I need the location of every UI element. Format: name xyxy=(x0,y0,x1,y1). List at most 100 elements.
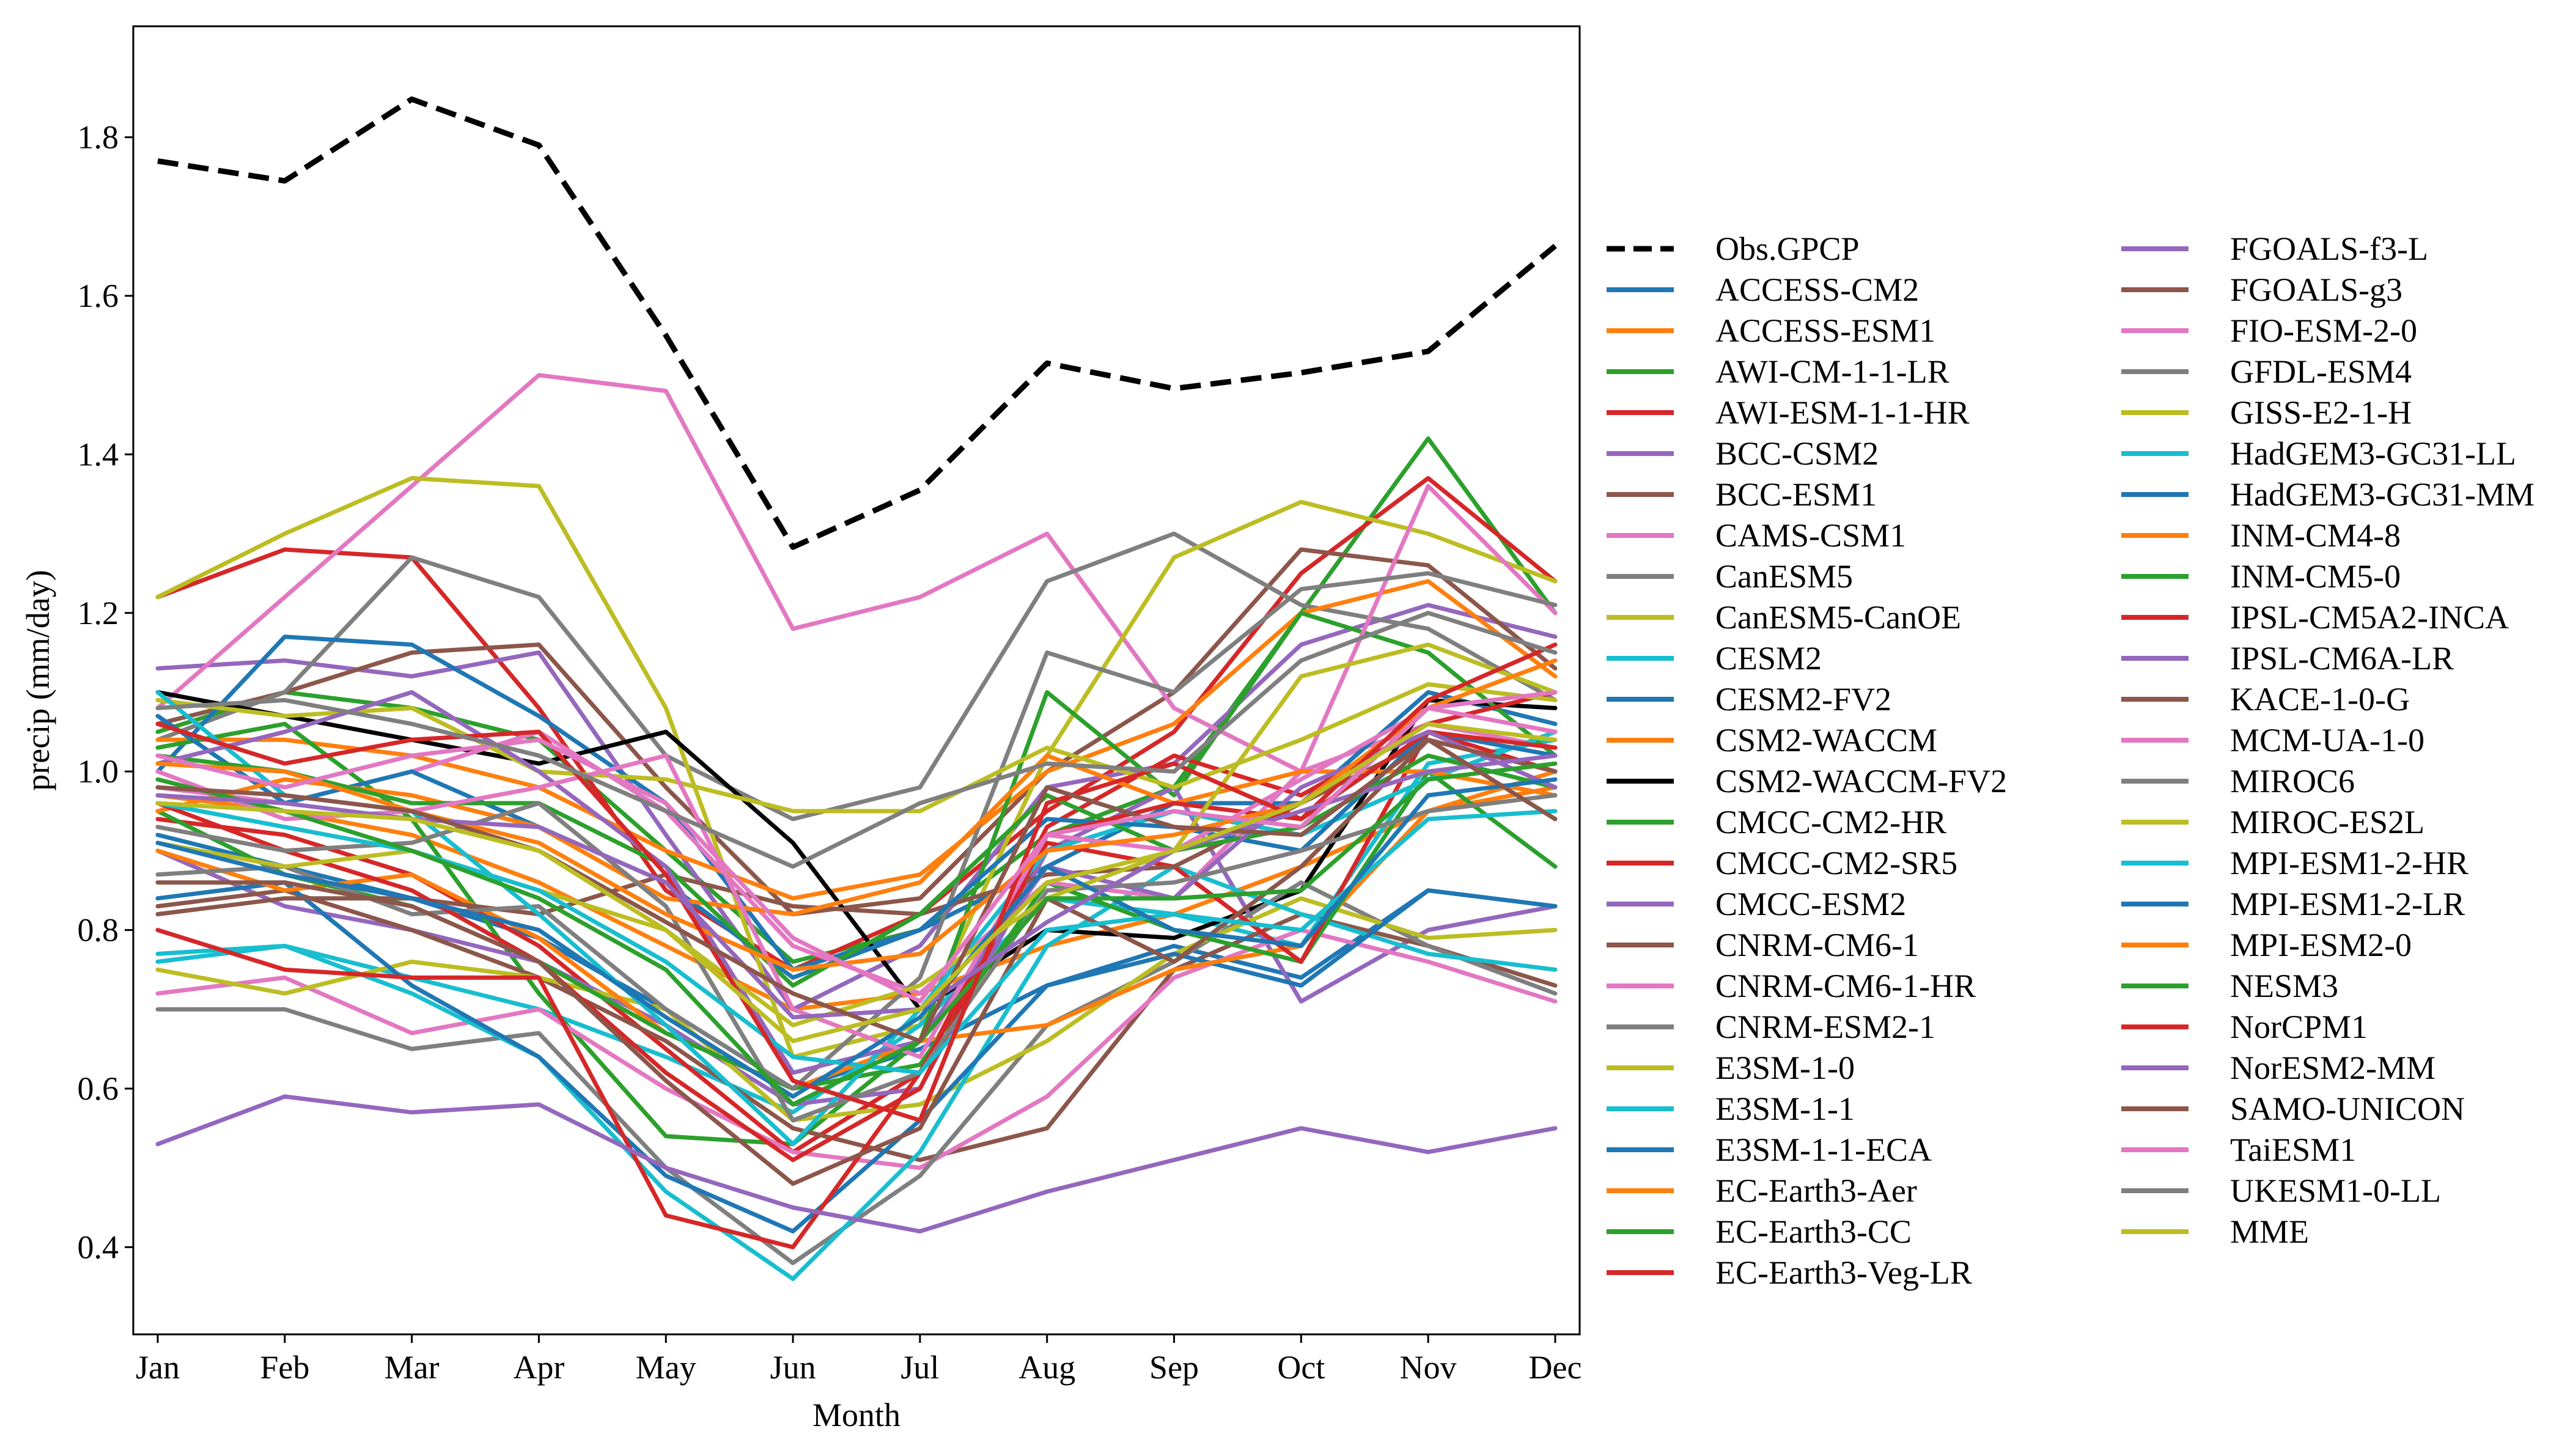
legend-item: MPI-ESM1-2-LR xyxy=(2121,886,2465,922)
legend-label: SAMO-UNICON xyxy=(2230,1090,2465,1127)
x-tick-label: Dec xyxy=(1529,1349,1582,1386)
x-tick-label: Apr xyxy=(513,1349,564,1386)
series-line-CanESM5-CanOE xyxy=(155,476,1558,1059)
series-line-AWI-CM-1-1-LR xyxy=(155,436,1558,964)
y-tick-label: 1.8 xyxy=(78,119,119,156)
legend-label: CNRM-CM6-1-HR xyxy=(1715,968,1976,1004)
series-line-MPI-ESM1-2-HR xyxy=(155,801,1558,1075)
series-line-CESM2 xyxy=(155,737,1558,1115)
series-line-MCM-UA-1-0 xyxy=(155,705,1558,1059)
legend-item: CNRM-ESM2-1 xyxy=(1607,1009,1935,1045)
series-line-BCC-CSM2 xyxy=(155,603,1558,1012)
x-tick-label: Jun xyxy=(770,1349,816,1386)
legend-item: CESM2 xyxy=(1607,640,1822,677)
legend-item: EC-Earth3-Veg-LR xyxy=(1607,1254,1972,1291)
x-tick-label: Jan xyxy=(136,1349,180,1386)
legend-item: IPSL-CM5A2-INCA xyxy=(2121,599,2509,636)
series-line-Obs.GPCP xyxy=(157,96,1557,550)
legend-label: HadGEM3-GC31-MM xyxy=(2230,476,2535,513)
series-line-AWI-ESM-1-1-HR xyxy=(155,476,1558,972)
legend-item: CNRM-CM6-1-HR xyxy=(1607,968,1976,1004)
series-line-CSM2-WACCM-FV2 xyxy=(155,690,1558,1012)
legend-item: HadGEM3-GC31-LL xyxy=(2121,435,2516,472)
series-line-GISS-E2-1-H xyxy=(155,682,1558,814)
y-tick-label: 1.4 xyxy=(78,436,119,472)
y-tick-label: 1.0 xyxy=(78,753,119,790)
series-line-SAMO-UNICON xyxy=(155,737,1558,1043)
y-axis: 0.4 0.6 0.8 1.0 1.2 1.4 1.6 1.8 xyxy=(78,119,133,1265)
legend-item: FIO-ESM-2-0 xyxy=(2121,312,2417,349)
legend-label: CSM2-WACCM-FV2 xyxy=(1715,763,2007,800)
legend-label: CMCC-CM2-SR5 xyxy=(1715,845,1957,881)
legend-label: MPI-ESM2-0 xyxy=(2230,927,2412,963)
legend-label: MIROC-ES2L xyxy=(2230,804,2425,840)
legend-label: MCM-UA-1-0 xyxy=(2230,722,2425,759)
legend-label: CNRM-CM6-1 xyxy=(1715,927,1919,963)
series-line-INM-CM4-8 xyxy=(155,753,1558,917)
legend-item: AWI-CM-1-1-LR xyxy=(1607,353,1950,390)
legend-label: CESM2 xyxy=(1715,640,1822,677)
legend-item: MIROC6 xyxy=(2121,763,2355,800)
legend-label: GFDL-ESM4 xyxy=(2230,353,2412,390)
series-line-MME xyxy=(155,721,1558,1043)
legend-label: AWI-CM-1-1-LR xyxy=(1715,353,1950,390)
legend-item: ACCESS-CM2 xyxy=(1607,271,1919,308)
series-line-FGOALS-f3-L xyxy=(155,1094,1558,1234)
legend-label: IPSL-CM6A-LR xyxy=(2230,640,2454,677)
legend-item: MPI-ESM1-2-HR xyxy=(2121,845,2469,881)
series-line-INM-CM5-0 xyxy=(155,753,1558,988)
legend-label: KACE-1-0-G xyxy=(2230,681,2410,718)
series-line-MPI-ESM1-2-LR xyxy=(155,777,1558,1099)
legend-item: CMCC-CM2-SR5 xyxy=(1607,845,1957,881)
legend-label: NorCPM1 xyxy=(2230,1009,2368,1045)
legend-label: GISS-E2-1-H xyxy=(2230,394,2412,431)
y-tick-label: 0.6 xyxy=(78,1070,119,1107)
legend-item: MCM-UA-1-0 xyxy=(2121,722,2425,759)
legend-item: SAMO-UNICON xyxy=(2121,1090,2465,1127)
legend-item: TaiESM1 xyxy=(2121,1131,2356,1168)
legend-label: CMCC-ESM2 xyxy=(1715,886,1906,922)
legend-item: FGOALS-f3-L xyxy=(2121,230,2428,267)
legend-label: E3SM-1-0 xyxy=(1715,1050,1855,1086)
y-tick-label: 1.6 xyxy=(78,278,119,314)
legend-label: NorESM2-MM xyxy=(2230,1050,2436,1086)
x-axis: Jan Feb Mar Apr May Jun Jul Aug Sep Oct Nov Dec xyxy=(136,1334,1581,1386)
plot-frame xyxy=(132,25,1581,1336)
legend-label: INM-CM4-8 xyxy=(2230,517,2401,554)
x-tick-label: Aug xyxy=(1018,1349,1075,1386)
x-tick-label: Oct xyxy=(1277,1349,1325,1386)
legend-item: ACCESS-ESM1 xyxy=(1607,312,1935,349)
legend-label: CanESM5-CanOE xyxy=(1715,599,1961,636)
series-line-UKESM1-0-LL xyxy=(155,611,1558,869)
legend-item: MIROC-ES2L xyxy=(2121,804,2425,840)
legend-item: E3SM-1-1-ECA xyxy=(1607,1131,1932,1168)
legend-label: MME xyxy=(2230,1213,2309,1250)
legend-item: GFDL-ESM4 xyxy=(2121,353,2412,390)
series-line-E3SM-1-1-ECA xyxy=(155,880,1558,1234)
legend-label: CNRM-ESM2-1 xyxy=(1715,1009,1935,1045)
legend-item: BCC-ESM1 xyxy=(1607,476,1877,513)
legend-item: MPI-ESM2-0 xyxy=(2121,927,2412,963)
legend-item: NorESM2-MM xyxy=(2121,1050,2436,1086)
legend-label: IPSL-CM5A2-INCA xyxy=(2230,599,2509,636)
legend-label: INM-CM5-0 xyxy=(2230,558,2401,595)
legend-item: CAMS-CSM1 xyxy=(1607,517,1906,554)
legend-item: Obs.GPCP xyxy=(1607,230,1860,267)
legend-label: FIO-ESM-2-0 xyxy=(2230,312,2417,349)
legend-item: CMCC-ESM2 xyxy=(1607,886,1906,922)
legend-item: HadGEM3-GC31-MM xyxy=(2121,476,2535,513)
legend-label: MPI-ESM1-2-LR xyxy=(2230,886,2465,922)
legend-label: NESM3 xyxy=(2230,968,2338,1004)
legend-label: EC-Earth3-CC xyxy=(1715,1213,1912,1250)
series-line-NorCPM1 xyxy=(155,642,1558,1123)
legend-item: CSM2-WACCM-FV2 xyxy=(1607,763,2007,800)
legend-item: CNRM-CM6-1 xyxy=(1607,927,1919,963)
x-tick-label: Mar xyxy=(385,1349,440,1386)
legend-item: MME xyxy=(2121,1213,2309,1250)
legend-item: FGOALS-g3 xyxy=(2121,271,2402,308)
legend-item: INM-CM4-8 xyxy=(2121,517,2401,554)
legend-item: IPSL-CM6A-LR xyxy=(2121,640,2454,677)
legend-label: FGOALS-f3-L xyxy=(2230,230,2428,267)
